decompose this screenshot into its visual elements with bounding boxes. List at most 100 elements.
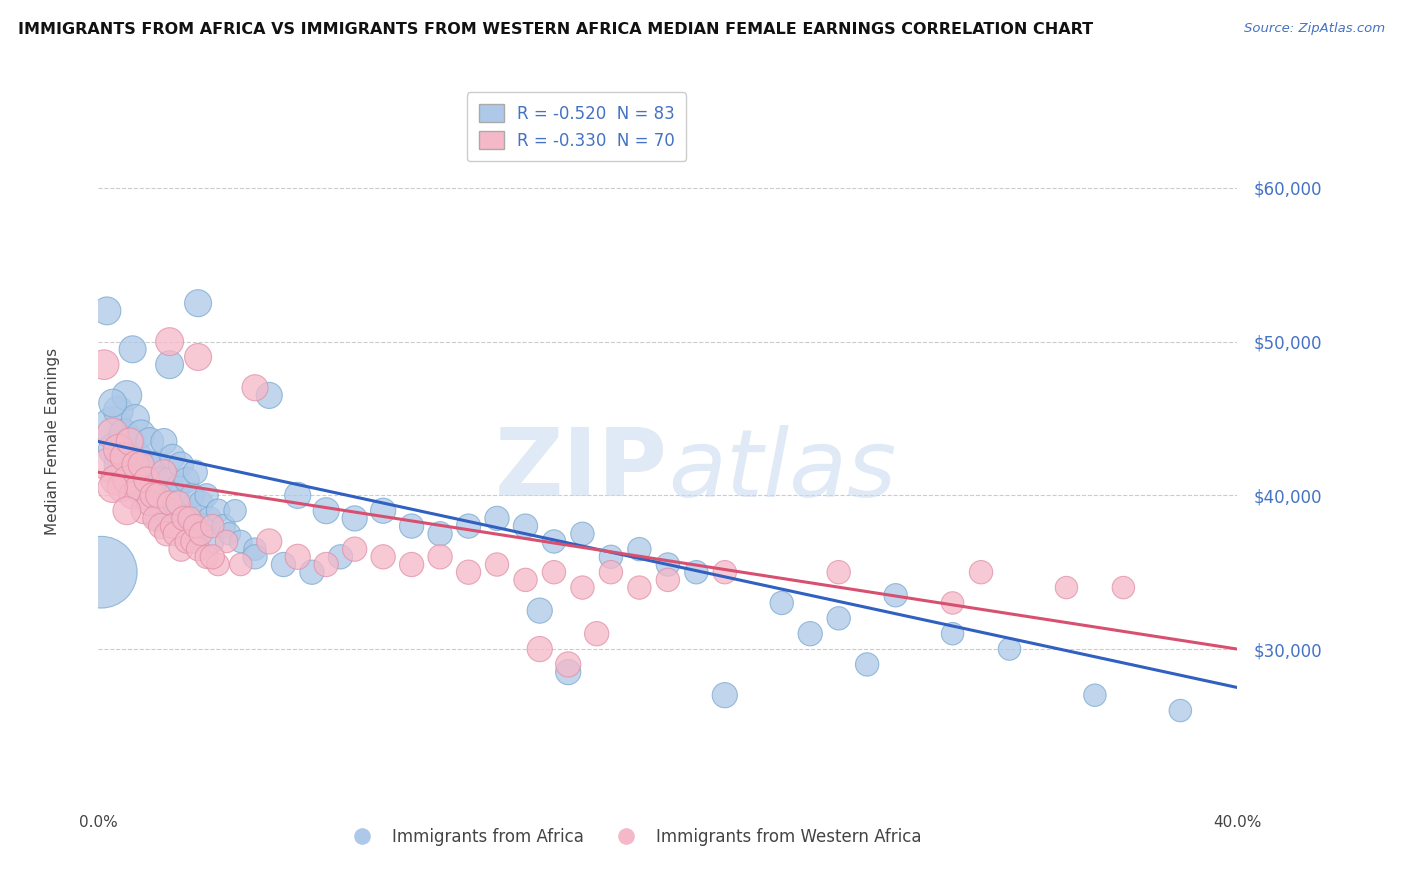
Point [124,458,146,472]
Point [150,473,173,487]
Point [104,473,127,487]
Point [229,558,252,572]
Point [628,581,651,595]
Text: IMMIGRANTS FROM AFRICA VS IMMIGRANTS FROM WESTERN AFRICA MEDIAN FEMALE EARNINGS : IMMIGRANTS FROM AFRICA VS IMMIGRANTS FRO… [18,22,1094,37]
Point [162,519,184,533]
Point [101,396,124,410]
Point [543,565,565,579]
Point [167,481,190,495]
Point [121,343,143,357]
Point [457,565,479,579]
Point [127,481,149,495]
Point [1112,581,1135,595]
Point [942,626,965,640]
Point [273,558,295,572]
Point [104,442,127,457]
Point [224,504,246,518]
Point [165,496,187,510]
Point [401,519,423,533]
Point [148,511,170,525]
Point [884,588,907,602]
Text: Median Female Earnings: Median Female Earnings [45,348,60,535]
Legend: Immigrants from Africa, Immigrants from Western Africa: Immigrants from Africa, Immigrants from … [339,821,928,852]
Point [315,504,337,518]
Point [657,558,679,572]
Point [201,519,224,533]
Point [101,426,124,441]
Point [207,558,229,572]
Point [156,526,179,541]
Point [190,496,212,510]
Point [193,519,215,533]
Point [162,450,184,464]
Point [373,504,395,518]
Point [190,526,212,541]
Point [799,626,821,640]
Point [529,642,551,657]
Point [585,626,607,640]
Point [159,496,181,510]
Point [184,519,207,533]
Point [301,565,323,579]
Point [124,411,146,425]
Point [112,450,135,464]
Point [165,526,187,541]
Point [287,488,309,502]
Point [181,534,204,549]
Point [107,442,129,457]
Point [179,504,201,518]
Text: ZIP: ZIP [495,425,668,516]
Point [148,488,170,502]
Point [529,604,551,618]
Point [118,434,141,449]
Point [571,526,593,541]
Point [515,519,537,533]
Point [486,511,509,525]
Point [98,458,121,472]
Point [998,642,1021,657]
Point [1084,688,1107,702]
Point [181,488,204,502]
Point [107,404,129,418]
Point [315,558,337,572]
Point [153,434,176,449]
Point [628,542,651,557]
Point [187,542,209,557]
Text: atlas: atlas [668,425,896,516]
Point [856,657,879,672]
Point [132,488,155,502]
Point [243,381,266,395]
Point [187,296,209,310]
Point [135,458,157,472]
Point [429,526,451,541]
Point [145,458,167,472]
Point [198,511,221,525]
Point [115,473,138,487]
Point [135,473,157,487]
Point [1056,581,1078,595]
Point [129,426,152,441]
Point [90,565,112,579]
Point [96,304,118,318]
Point [970,565,993,579]
Point [184,465,207,479]
Point [401,558,423,572]
Point [770,596,793,610]
Point [170,458,193,472]
Point [110,481,132,495]
Point [195,549,218,564]
Point [132,504,155,518]
Point [153,465,176,479]
Point [828,611,851,625]
Point [156,504,179,518]
Point [329,549,352,564]
Point [259,534,281,549]
Point [828,565,851,579]
Point [112,426,135,441]
Point [187,350,209,364]
Point [167,496,190,510]
Point [557,665,579,680]
Point [127,450,149,464]
Point [201,549,224,564]
Point [93,358,115,372]
